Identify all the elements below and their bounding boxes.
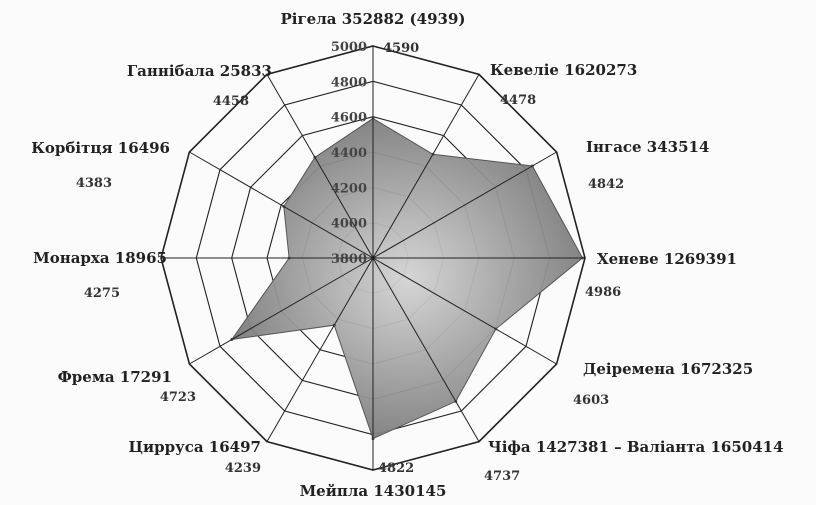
value-label: 4822 (378, 461, 414, 476)
category-label: Рігела 352882 (4939) (280, 10, 465, 28)
axis-spoke (372, 151, 557, 259)
value-label: 4478 (500, 93, 536, 108)
data-area-layer (230, 116, 584, 441)
r-tick-label: 5000 (331, 40, 367, 55)
value-label: 4986 (585, 285, 621, 300)
axis-spoke (266, 74, 374, 259)
category-label: Ганнібала 25833 (127, 62, 272, 80)
category-label-layer: Рігела 352882 (4939) 4590 Кевеліе 1620273 4… (31, 10, 783, 500)
tick-label-layer: 5000 4800 4600 4400 4200 4000 3800 (331, 40, 367, 267)
category-label: Цирруса 16497 (129, 438, 261, 456)
category-label: Хеневе 1269391 (597, 250, 737, 268)
r-tick-label: 4600 (331, 111, 367, 126)
category-label: Корбітця 16496 (31, 139, 170, 157)
category-label: Інгасе 343514 (586, 138, 709, 156)
value-label: 4239 (225, 461, 261, 476)
value-label: 4723 (160, 390, 196, 405)
category-label: Деіремена 1672325 (583, 360, 753, 378)
r-tick-label: 4200 (331, 181, 367, 196)
r-tick-label: 4800 (331, 75, 367, 90)
category-label: Кевеліе 1620273 (490, 61, 637, 79)
category-label: Фрема 17291 (58, 368, 172, 386)
r-tick-label: 4000 (331, 217, 367, 232)
value-label: 4458 (213, 94, 249, 109)
axis-spoke (189, 151, 374, 259)
value-label: 4275 (84, 286, 120, 301)
category-label: Монарха 18965 (33, 249, 167, 267)
axis-layer (161, 46, 585, 470)
value-label: 4603 (573, 393, 609, 408)
axis-spoke (372, 257, 480, 442)
value-label: 4737 (484, 469, 520, 484)
category-label: Чіфа 1427381 – Валіанта 1650414 (488, 438, 784, 456)
r-tick-label: 4400 (331, 146, 367, 161)
axis-spoke (189, 257, 374, 365)
value-label: 4842 (588, 177, 624, 192)
axis-spoke (266, 257, 374, 442)
category-label: Мейпла 1430145 (300, 482, 447, 500)
value-label: 4590 (383, 41, 419, 56)
value-label: 4383 (76, 176, 112, 191)
axis-spoke (372, 74, 480, 259)
axis-spoke (372, 257, 557, 365)
r-tick-label: 3800 (331, 252, 367, 267)
